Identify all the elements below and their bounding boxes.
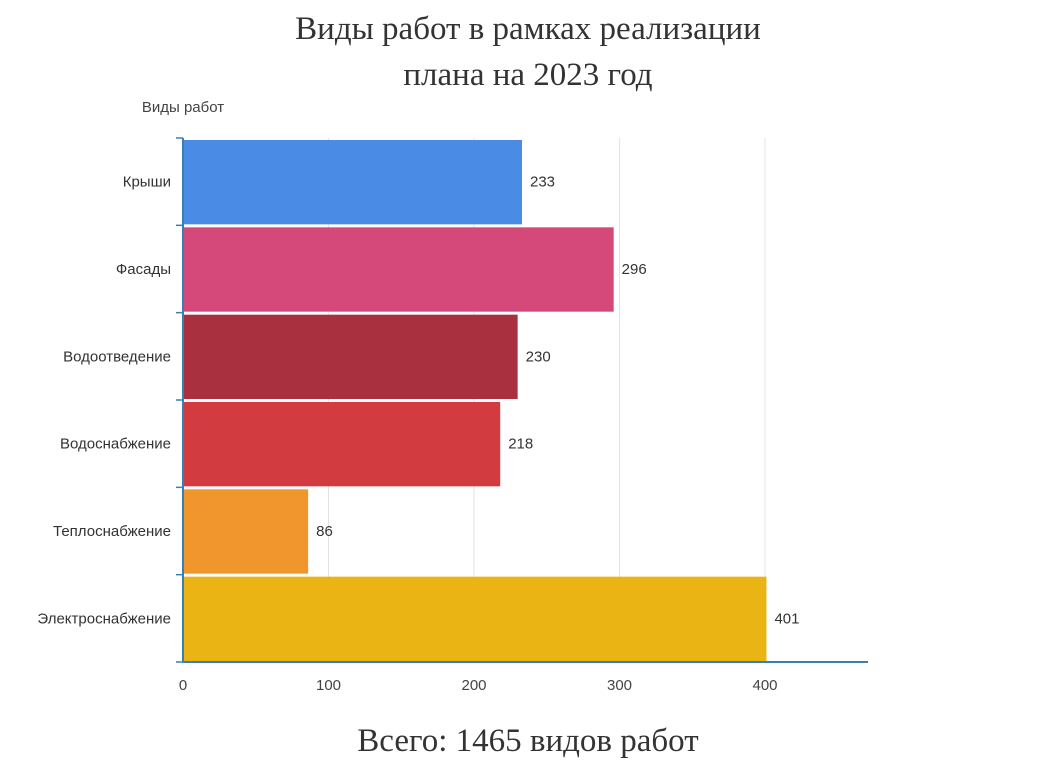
category-label: Водоснабжение [60, 436, 171, 453]
data-label: 296 [622, 261, 647, 278]
bar [183, 576, 767, 661]
category-label: Водоотведение [63, 348, 171, 365]
grid-lines [328, 138, 766, 662]
data-label: 401 [774, 610, 799, 627]
bar [183, 402, 501, 487]
x-tick-label: 300 [607, 677, 632, 694]
category-label: Фасады [116, 261, 171, 278]
axes: 0 100 200 300 400 Крыши 233 Фасады 296 Водоотведе… [37, 137, 868, 694]
bar [183, 489, 309, 574]
x-tick-label: 200 [461, 677, 486, 694]
bars [183, 140, 767, 661]
chart-title-line-2: плана на 2023 год [403, 57, 653, 93]
x-tick-label: 0 [179, 677, 187, 694]
x-tick-label: 400 [752, 677, 777, 694]
data-label: 86 [316, 523, 333, 540]
bar [183, 227, 614, 312]
y-axis-title: Виды работ [142, 99, 224, 116]
bar [183, 314, 518, 399]
bar [183, 140, 523, 225]
data-label: 230 [526, 348, 551, 365]
total-summary: Всего: 1465 видов работ [357, 723, 699, 759]
chart-title-line-1: Виды работ в рамках реализации [295, 11, 761, 47]
category-label: Теплоснабжение [53, 523, 171, 540]
category-label: Крыши [123, 174, 171, 191]
data-label: 218 [508, 436, 533, 453]
x-tick-label: 100 [316, 677, 341, 694]
category-label: Электроснабжение [37, 610, 171, 627]
data-label: 233 [530, 174, 555, 191]
chart-title: Виды работ в рамках реализации плана на … [0, 6, 1056, 98]
